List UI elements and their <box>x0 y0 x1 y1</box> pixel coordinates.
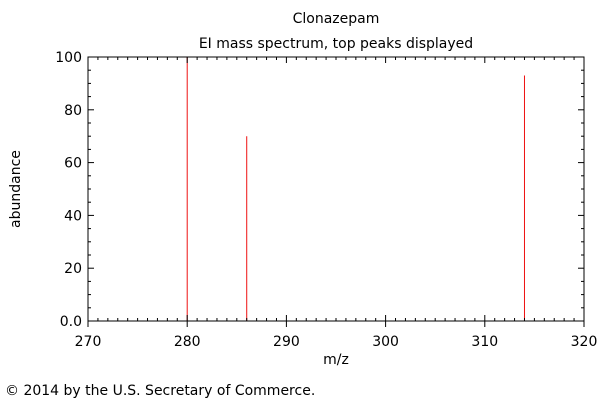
y-tick-label: 20 <box>64 261 82 277</box>
plot-frame <box>87 56 585 322</box>
y-tick-label: 40 <box>64 208 82 224</box>
x-tick-label: 320 <box>571 334 598 350</box>
x-axis-label: m/z <box>323 352 349 368</box>
x-tick-label: 300 <box>372 334 399 350</box>
plot-area: 270 280 290 300 310 320 0.0 20 40 60 80 100 <box>55 50 597 350</box>
y-axis-label: abundance <box>8 150 24 228</box>
chart-subtitle: EI mass spectrum, top peaks displayed <box>199 36 473 52</box>
y-tick-label: 80 <box>64 103 82 119</box>
y-tick-label: 100 <box>55 50 82 66</box>
y-tick-label: 60 <box>64 156 82 172</box>
copyright-notice: © 2014 by the U.S. Secretary of Commerce… <box>5 383 315 399</box>
x-tick-label: 280 <box>174 334 201 350</box>
x-tick-label: 310 <box>471 334 498 350</box>
chart-title: Clonazepam <box>293 11 380 27</box>
x-tick-label: 270 <box>75 334 102 350</box>
x-tick-label: 290 <box>273 334 300 350</box>
y-tick-label: 0.0 <box>60 314 82 330</box>
